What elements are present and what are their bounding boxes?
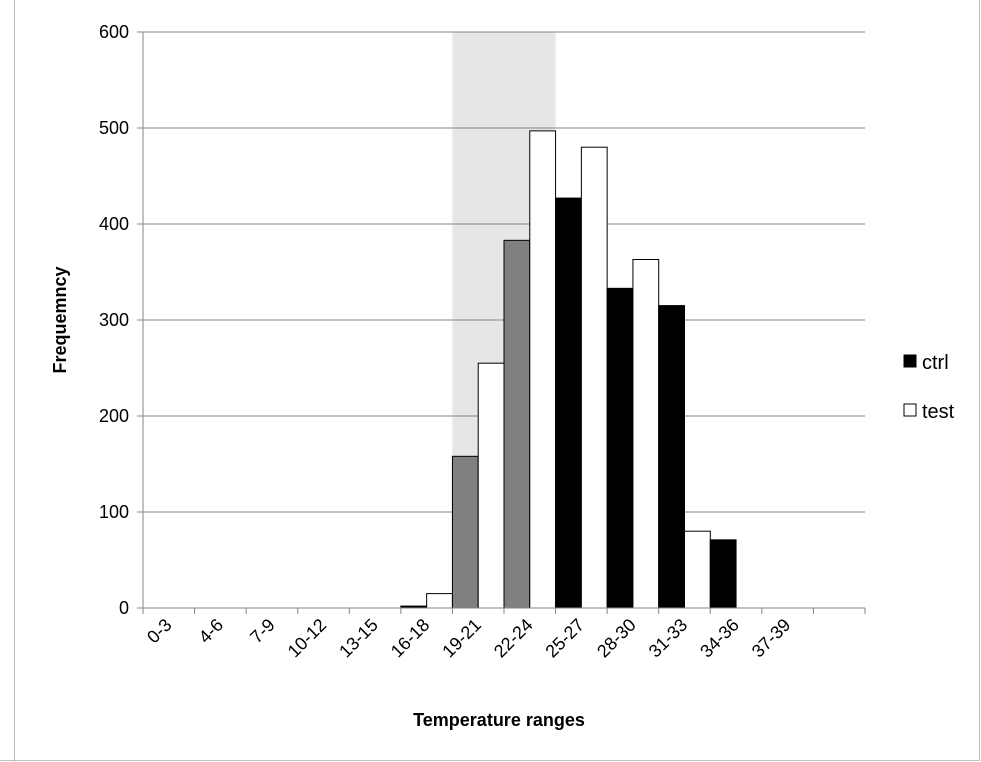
legend-swatch-test xyxy=(903,403,917,417)
bar-ctrl-22-24 xyxy=(503,239,531,609)
x-tick-label-16-18: 16-18 xyxy=(387,615,434,662)
x-tick-label-31-33: 31-33 xyxy=(645,615,692,662)
bar-test-25-27 xyxy=(580,146,608,609)
x-tick-label-22-24: 22-24 xyxy=(490,615,537,662)
y-tick-label-100: 100 xyxy=(99,502,129,522)
legend-label-test: test xyxy=(922,401,955,423)
y-tick-label-600: 600 xyxy=(99,22,129,42)
legend-swatch-ctrl xyxy=(903,354,917,368)
bar-ctrl-19-21 xyxy=(451,455,479,609)
legend: ctrl test xyxy=(903,352,955,423)
x-tick-label-10-12: 10-12 xyxy=(284,615,331,662)
x-tick-label-28-30: 28-30 xyxy=(593,615,640,662)
y-tick-label-200: 200 xyxy=(99,406,129,426)
x-tick-labels: 0-3 4-6 7-9 10-12 13-15 16-18 19-21 22-24 25-27 2… xyxy=(143,615,794,662)
axes xyxy=(137,31,866,614)
legend-label-ctrl: ctrl xyxy=(922,352,949,374)
bar-test-16-18 xyxy=(426,593,453,609)
bar-test-19-21 xyxy=(477,362,505,609)
x-tick-label-4-6: 4-6 xyxy=(195,615,228,648)
x-tick-label-7-9: 7-9 xyxy=(246,615,279,648)
bar-test-22-24 xyxy=(529,130,557,609)
y-tick-label-0: 0 xyxy=(119,598,129,618)
x-tick-label-13-15: 13-15 xyxy=(335,615,382,662)
y-axis-title: Frequemncy xyxy=(50,266,70,373)
y-tick-label-400: 400 xyxy=(99,214,129,234)
x-tick-label-37-39: 37-39 xyxy=(748,615,795,662)
bar-ctrl-34-36 xyxy=(709,539,737,609)
bar-ctrl-31-33 xyxy=(658,305,686,609)
y-tick-label-300: 300 xyxy=(99,310,129,330)
y-tick-labels: 0 100 200 300 400 500 600 xyxy=(99,22,129,618)
x-tick-label-34-36: 34-36 xyxy=(696,615,743,662)
x-axis-title: Temperature ranges xyxy=(413,710,585,730)
chart-frame-left-edge xyxy=(14,0,15,762)
bar-test-28-30 xyxy=(632,259,660,609)
bar-test-31-33 xyxy=(684,530,711,609)
x-tick-label-25-27: 25-27 xyxy=(541,615,588,662)
x-tick-label-19-21: 19-21 xyxy=(438,615,485,662)
bar-ctrl-25-27 xyxy=(555,197,582,609)
bars xyxy=(400,130,737,609)
x-tick-label-0-3: 0-3 xyxy=(143,615,176,648)
bar-ctrl-28-30 xyxy=(606,287,634,609)
y-tick-label-500: 500 xyxy=(99,118,129,138)
